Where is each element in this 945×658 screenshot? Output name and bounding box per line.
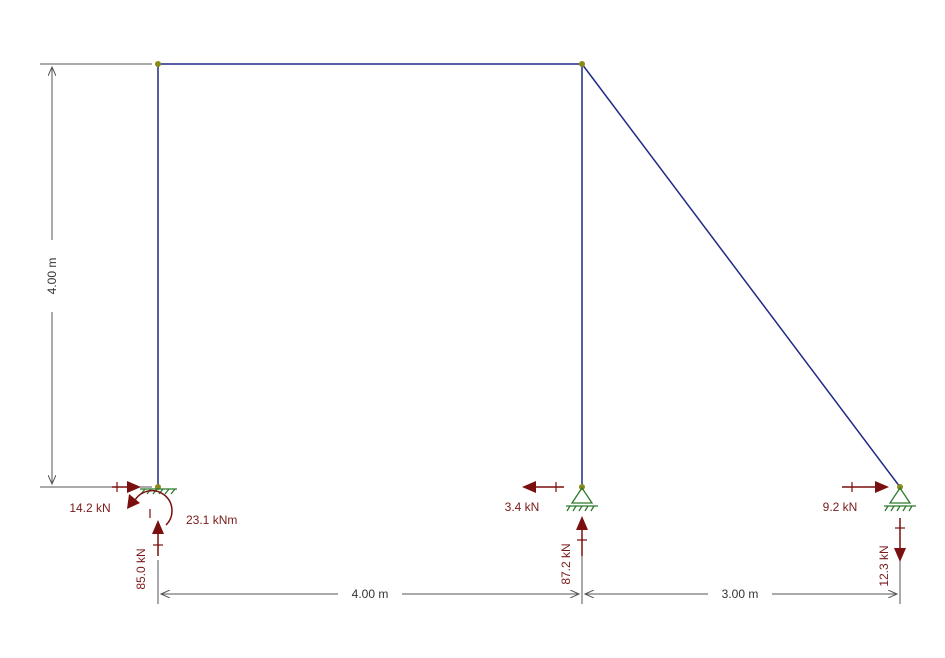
reaction-left-horizontal-arrow xyxy=(112,481,141,493)
reaction-left-vertical-label: 85.0 kN xyxy=(134,548,148,589)
dimension-span-right xyxy=(585,560,901,604)
dimension-span-left xyxy=(157,540,583,604)
inclined-member[interactable] xyxy=(581,63,901,488)
reaction-left-horizontal-label: 14.2 kN xyxy=(69,501,110,515)
dimension-span-left-label: 4.00 m xyxy=(352,587,389,601)
pinned-support-right xyxy=(884,486,916,512)
node-top-left[interactable] xyxy=(155,61,161,67)
reaction-right-vertical-label: 12.3 kN xyxy=(877,545,891,586)
reaction-middle-vertical-arrow xyxy=(576,516,588,556)
reaction-middle-vertical-label: 87.2 kN xyxy=(559,543,573,584)
reaction-middle-horizontal-arrow xyxy=(522,481,564,493)
members xyxy=(157,63,901,488)
node-top-right[interactable] xyxy=(579,61,585,67)
reaction-left-moment-arrow xyxy=(127,489,173,526)
dimension-height-label: 4.00 m xyxy=(45,258,59,295)
nodes xyxy=(155,61,903,490)
dimension-span-right-label: 3.00 m xyxy=(722,587,759,601)
reaction-right-vertical-arrow xyxy=(894,518,906,562)
reaction-right-horizontal-arrow xyxy=(842,481,889,493)
reaction-middle-horizontal-label: 3.4 kN xyxy=(505,500,540,514)
reaction-right-horizontal-label: 9.2 kN xyxy=(823,500,858,514)
pinned-support-middle xyxy=(566,486,598,512)
reaction-left-vertical-arrow xyxy=(152,520,164,556)
reaction-left-moment-label: 23.1 kNm xyxy=(186,513,237,527)
